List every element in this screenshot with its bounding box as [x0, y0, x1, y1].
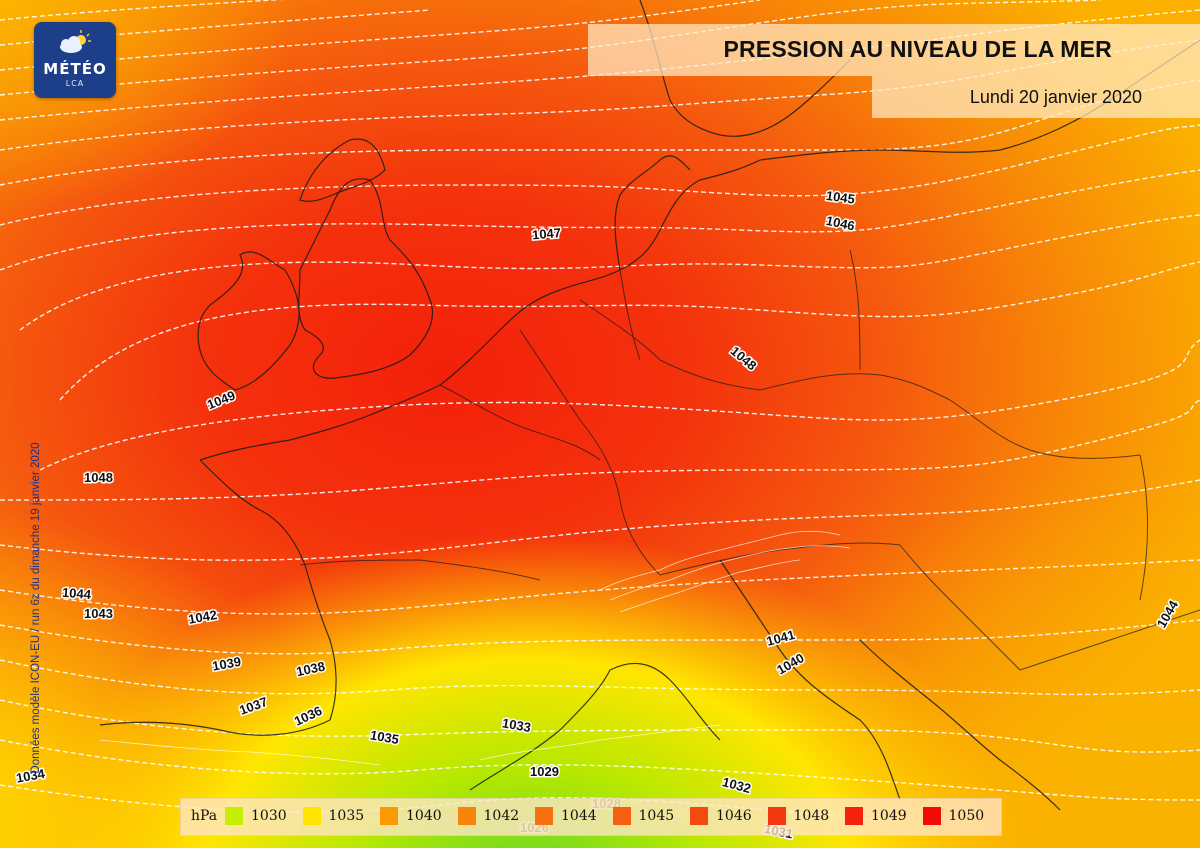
- contour-label: 1029: [530, 764, 559, 779]
- legend-item: 1050: [922, 807, 1001, 825]
- legend-level: 1044: [561, 808, 597, 824]
- contour-label: 1047: [531, 225, 561, 242]
- alps-contours: [99, 530, 851, 766]
- contour-label: 1048: [84, 470, 113, 485]
- legend-swatch: [612, 807, 631, 825]
- legend-item: 1040: [380, 807, 458, 825]
- map-date: Lundi 20 janvier 2020: [969, 87, 1142, 107]
- contour-label: 1033: [501, 715, 532, 735]
- legend-level: 1045: [638, 808, 675, 824]
- legend-swatch: [302, 807, 321, 825]
- meteo-logo[interactable]: MÉTÉO LCA: [34, 22, 116, 98]
- brand-sub: LCA: [65, 79, 85, 88]
- legend-item: 1045: [612, 807, 691, 825]
- date-panel: Lundi 20 janvier 2020: [872, 76, 1200, 118]
- legend-level: 1035: [328, 808, 365, 824]
- legend-unit: hPa: [191, 808, 218, 824]
- contour-label: 1039: [211, 654, 242, 674]
- contour-label: 1044: [61, 585, 92, 603]
- legend-swatch: [535, 807, 553, 825]
- legend-swatch: [225, 807, 243, 825]
- legend-level: 1040: [406, 808, 442, 824]
- legend-item: 1046: [690, 807, 768, 825]
- legend-item: 1035: [302, 807, 381, 825]
- map-title: PRESSION AU NIVEAU DE LA MER: [723, 36, 1112, 62]
- legend-level: 1046: [716, 808, 752, 824]
- legend-swatch: [380, 807, 398, 825]
- contour-label: 1042: [187, 607, 218, 627]
- legend-swatch: [922, 807, 941, 825]
- model-credit: Données modèle ICON-EU / run 6z du diman…: [30, 442, 42, 774]
- legend-level: 1042: [483, 808, 520, 824]
- legend-swatch: [767, 807, 786, 825]
- borders: [299, 249, 1200, 671]
- legend-swatch: [845, 807, 863, 825]
- contour-label: 1035: [369, 727, 400, 747]
- cloud-sun-icon: [60, 30, 91, 53]
- contour-label: 1043: [84, 606, 113, 621]
- brand-name: MÉTÉO: [43, 60, 107, 78]
- legend-item: 1049: [845, 807, 923, 825]
- legend-item: 1030: [225, 807, 303, 825]
- legend-item: 1048: [767, 807, 846, 825]
- legend-swatch: [457, 807, 476, 825]
- legend-items: 1030 1035 1040 1042 1044 1045 1046 1048 …: [225, 807, 1000, 825]
- contour-label: 1045: [825, 188, 856, 207]
- contour-label: 1034: [15, 766, 47, 786]
- legend-level: 1049: [871, 808, 907, 824]
- legend-swatch: [690, 807, 708, 825]
- legend-level: 1048: [793, 808, 830, 824]
- title-panel: PRESSION AU NIVEAU DE LA MER: [588, 24, 1200, 76]
- legend-level: 1030: [251, 808, 287, 824]
- legend-item: 1042: [457, 807, 536, 825]
- legend: hPa 1030 1035 1040 1042 1044 1045 1046 1…: [180, 798, 1002, 836]
- legend-level: 1050: [948, 808, 985, 824]
- legend-item: 1044: [535, 807, 613, 825]
